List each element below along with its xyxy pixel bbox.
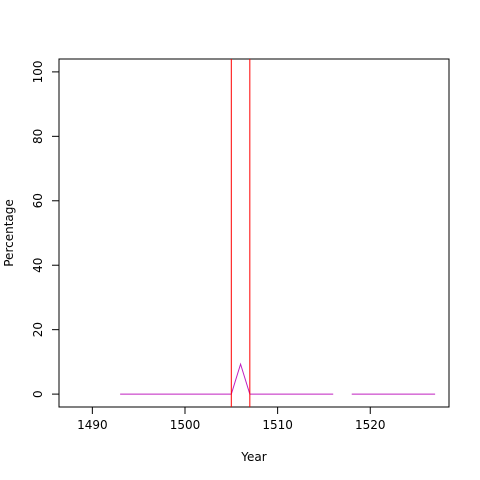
data-line xyxy=(120,362,436,395)
plot-box xyxy=(58,58,450,408)
y-tick-label: 40 xyxy=(31,258,45,273)
x-tick-label: 1490 xyxy=(77,418,108,432)
x-tick-label: 1520 xyxy=(355,418,386,432)
y-tick-label: 100 xyxy=(31,60,45,83)
x-tick-label: 1500 xyxy=(170,418,201,432)
x-tick-label: 1510 xyxy=(262,418,293,432)
y-axis-title: Percentage xyxy=(2,199,16,267)
y-tick-label: 0 xyxy=(31,390,45,398)
y-tick-label: 80 xyxy=(31,129,45,144)
y-tick-label: 20 xyxy=(31,322,45,337)
y-tick-label: 60 xyxy=(31,193,45,208)
x-axis-title: Year xyxy=(240,450,266,464)
